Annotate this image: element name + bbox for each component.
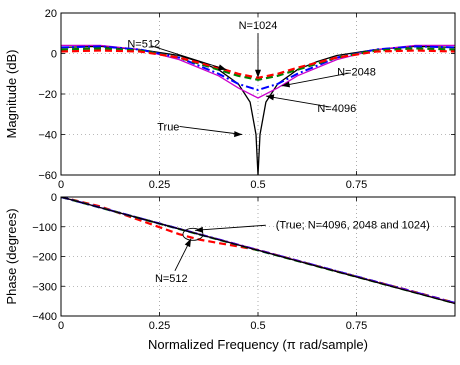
x-tick-label: 0: [58, 320, 64, 332]
annotation-label: N=512: [127, 38, 160, 50]
arrow-head: [255, 69, 261, 78]
arrow-head: [265, 94, 275, 101]
annotation-arrow: [179, 126, 243, 135]
x-axis-label: Normalized Frequency (π rad/sample): [148, 337, 368, 352]
x-tick-label: 0: [58, 179, 64, 191]
arrow-head: [234, 131, 243, 138]
annotation-label: N=2048: [337, 67, 376, 79]
y-axis-label: Phase (degrees): [4, 208, 19, 304]
y-tick-label: 0: [51, 49, 57, 61]
x-tick-label: 0.25: [149, 320, 170, 332]
series-line-n-512: [61, 197, 455, 304]
annotation-label: True: [157, 121, 179, 133]
y-tick-label: −300: [32, 281, 57, 293]
highlight-ellipse: [182, 227, 204, 241]
annotation-label: N=1024: [239, 20, 278, 32]
annotations: N=512 N=1024 N=2048 N=4096 True: [127, 20, 376, 138]
annotation-arrow: [194, 224, 266, 231]
x-tick-label: 0.75: [346, 179, 367, 191]
magnitude-panel: 0 0.25 0.5 0.75 −60 −40 −20 0 20 Magnitude (dB) N=…: [4, 8, 456, 191]
annotation-label: N=512: [155, 273, 188, 285]
grid: [61, 197, 455, 316]
series-line-true: [61, 197, 455, 305]
arrow-head: [184, 238, 192, 248]
annotation-arrow: [281, 72, 349, 87]
y-tick-label: −40: [38, 130, 57, 142]
x-tick-label: 0.25: [149, 179, 170, 191]
phase-panel: 0 0.25 0.5 0.75 −400 −300 −200 −100 0 Phase (degr…: [4, 192, 456, 352]
y-tick-label: −400: [32, 311, 57, 323]
annotation-arrow: [151, 45, 227, 71]
y-tick-label: −60: [38, 170, 57, 182]
x-tick-label: 0.75: [346, 320, 367, 332]
y-tick-label: 0: [51, 192, 57, 204]
series-line-true: [61, 45, 455, 175]
y-tick-label: 20: [45, 8, 57, 20]
arrow-head: [217, 64, 227, 71]
y-tick-label: −100: [32, 222, 57, 234]
y-axis-label: Magnitude (dB): [4, 50, 19, 139]
annotations: (True; N=4096, 2048 and 1024) N=512: [155, 220, 430, 285]
arrow-head: [281, 81, 291, 88]
y-tick-label: −20: [38, 89, 57, 101]
annotation-label: (True; N=4096, 2048 and 1024): [276, 220, 430, 232]
series-group: [61, 197, 455, 305]
x-tick-label: 0.5: [250, 320, 265, 332]
x-tick-label: 0.5: [250, 179, 265, 191]
annotation-arrow: [265, 95, 329, 108]
series-line-n-2048: [61, 45, 455, 91]
annotation-label: N=4096: [317, 103, 356, 115]
y-tick-label: −200: [32, 252, 57, 264]
